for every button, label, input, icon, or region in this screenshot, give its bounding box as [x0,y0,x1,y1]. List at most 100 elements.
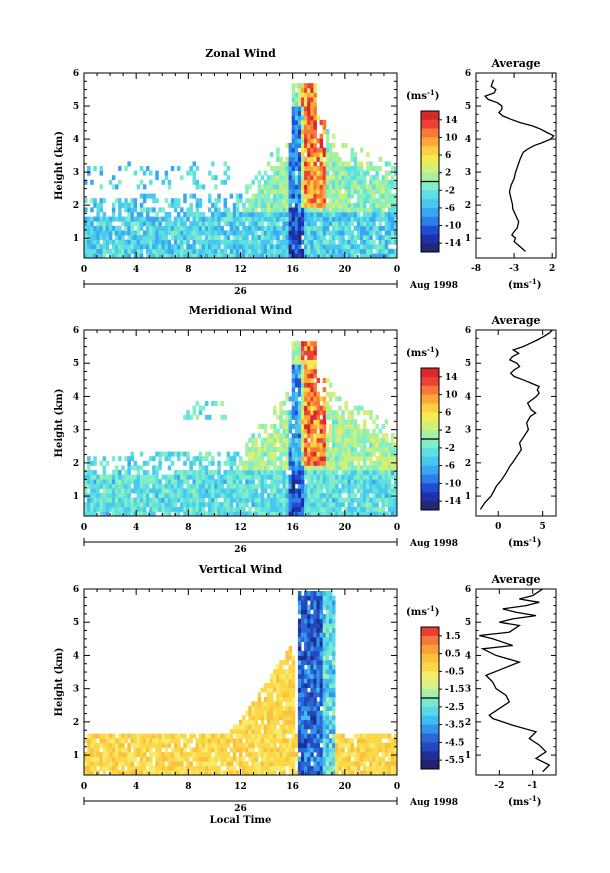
heatmap-cell [335,198,339,204]
heatmap-cell [332,483,336,489]
heatmap-cell [108,742,113,748]
heatmap-cell [96,207,100,213]
heatmap-cell [198,456,203,462]
heatmap-cell [192,483,196,489]
heatmap-cell [350,152,355,158]
heatmap-cell [173,225,178,231]
heatmap-cell [310,646,314,652]
heatmap-cell [288,216,293,222]
heatmap-cell [170,235,175,240]
colorbar-swatch [421,394,439,404]
heatmap-cell [313,350,317,356]
heatmap-cell [294,92,299,98]
heatmap-cell [291,87,296,93]
heatmap-cell [251,493,255,498]
heatmap-cell [369,451,373,457]
heatmap-cell [291,687,296,693]
heatmap-cell [93,460,97,466]
heatmap-cell [180,765,184,771]
heatmap-cell [211,493,215,498]
heatmap-cell [335,483,339,489]
heatmap-cell [297,474,302,480]
heatmap-cell [211,175,215,181]
heatmap-cell [350,147,355,153]
heatmap-cell [313,738,317,744]
heatmap-cell [341,175,345,181]
heatmap-cell [390,456,395,462]
heatmap-cell [161,761,165,767]
heatmap-cell [313,129,317,135]
heatmap-cell [285,235,289,240]
heatmap-cell [152,248,156,254]
heatmap-cell [316,715,320,721]
heatmap-cell [294,235,299,240]
heatmap-cell [242,719,246,725]
heatmap-cell [359,474,364,480]
heatmap-cell [325,497,330,503]
heatmap-cell [130,502,134,508]
heatmap-cell [307,396,311,402]
heatmap-cell [338,216,342,222]
heatmap-cell [347,414,351,420]
heatmap-cell [356,212,361,217]
heatmap-cell [263,460,268,466]
heatmap-cell [220,502,224,508]
heatmap-cell [363,198,367,204]
heatmap-cell [304,738,308,744]
heatmap-cell [266,497,271,503]
heatmap-cell [297,451,302,457]
heatmap-cell [294,752,299,757]
heatmap-cell [226,765,231,771]
heatmap-cell [139,202,144,208]
heatmap-cell [319,687,324,693]
heatmap-cell [177,212,181,217]
heatmap-cell [198,451,203,457]
heatmap-cell [375,460,379,466]
heatmap-cell [344,401,348,406]
heatmap-cell [359,456,364,462]
heatmap-cell [304,696,308,702]
heatmap-cell [319,156,324,162]
heatmap-cell [372,225,376,231]
heatmap-cell [273,687,277,693]
heatmap-cell [180,770,184,776]
heatmap-cell [322,129,327,135]
heatmap-cell [301,115,305,121]
heatmap-cell [232,747,237,753]
heatmap-cell [297,156,302,162]
heatmap-cell [359,470,364,475]
heatmap-cell [356,166,361,171]
heatmap-cell [242,742,246,748]
heatmap-cell [304,483,308,489]
heatmap-cell [288,235,293,240]
heatmap-cell [291,147,296,153]
heatmap-cell [297,179,302,185]
heatmap-cell [282,207,286,213]
heatmap-cell [344,239,348,245]
heatmap-cell [130,738,134,744]
heatmap-cell [301,710,305,716]
heatmap-cell [366,216,370,222]
heatmap-cell [288,437,293,443]
heatmap-cell [310,600,314,606]
heatmap-cell [270,502,274,508]
heatmap-cell [239,506,243,512]
heatmap-cell [328,175,333,181]
heatmap-cell [313,405,317,411]
heatmap-cell [211,221,215,227]
heatmap-cell [223,253,227,259]
heatmap-cell [161,451,165,457]
heatmap-cell [288,493,293,498]
heatmap-cell [223,230,227,236]
heatmap-cell [124,166,128,171]
heatmap-cell [263,207,268,213]
heatmap-cell [282,660,286,665]
heatmap-cell [313,706,317,711]
heatmap-cell [304,752,308,757]
heatmap-cell [96,202,100,208]
heatmap-cell [118,235,122,240]
heatmap-cell [93,506,97,512]
heatmap-cell [139,216,144,222]
heatmap-cell [161,488,165,494]
heatmap-cell [297,646,302,652]
